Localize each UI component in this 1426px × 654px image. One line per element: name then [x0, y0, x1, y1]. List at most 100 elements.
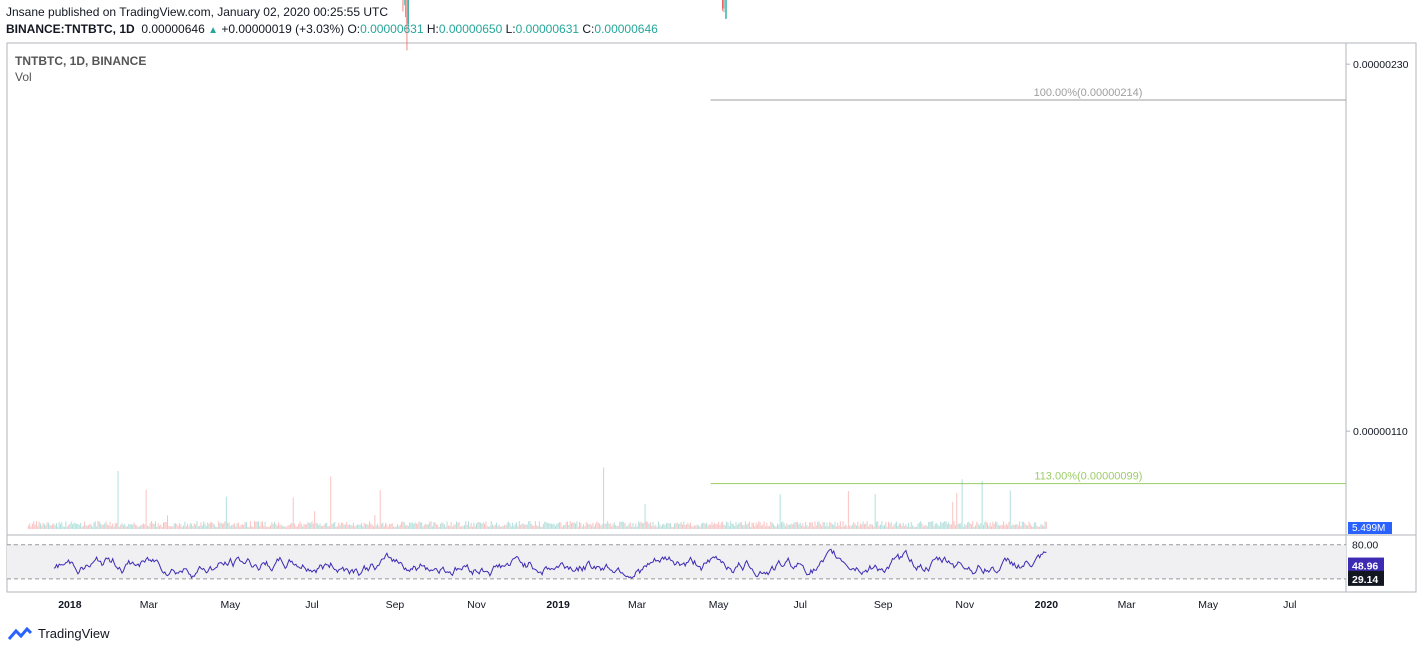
volume-bar: [247, 526, 249, 529]
volume-bar: [33, 521, 35, 529]
volume-bar: [759, 522, 761, 529]
volume-bar: [562, 525, 564, 529]
volume-bar: [839, 521, 841, 529]
volume-bar: [132, 524, 134, 529]
volume-bar: [981, 481, 983, 529]
volume-bar: [175, 523, 177, 529]
volume-bar: [1017, 525, 1019, 529]
volume-bar: [538, 521, 540, 529]
volume-bar: [283, 525, 285, 529]
volume-bar: [707, 525, 709, 529]
volume-bar: [149, 523, 151, 529]
volume-bar: [581, 526, 583, 529]
volume-bar: [889, 523, 891, 529]
volume-bar: [831, 524, 833, 529]
x-tick-label: Jul: [1283, 599, 1296, 611]
volume-bar: [514, 523, 516, 529]
volume-bar: [965, 525, 967, 529]
volume-bar: [1028, 521, 1030, 529]
volume-bar: [900, 523, 902, 529]
publisher-line: Jnsane published on TradingView.com, Jan…: [6, 5, 389, 19]
volume-bar: [837, 522, 839, 529]
volume-bar: [114, 523, 116, 529]
volume-bar: [794, 522, 796, 529]
volume-bar: [62, 526, 64, 529]
volume-bar: [352, 522, 354, 529]
volume-bar: [797, 522, 799, 529]
volume-bar: [961, 479, 963, 529]
volume-bar: [437, 524, 439, 529]
volume-bar: [1001, 524, 1003, 529]
volume-bar: [787, 524, 789, 529]
volume-bar: [164, 522, 166, 529]
volume-bar: [89, 523, 91, 529]
volume-bar: [838, 525, 840, 529]
volume-bar: [962, 526, 964, 529]
volume-bar: [92, 526, 94, 529]
volume-bar: [651, 526, 653, 529]
volume-bar: [619, 521, 621, 529]
volume-bar: [768, 526, 770, 529]
volume-bar: [133, 522, 135, 529]
volume-bar: [537, 526, 539, 529]
volume-bar: [687, 522, 689, 529]
volume-bar: [74, 523, 76, 529]
volume-bar: [512, 522, 514, 529]
chart-area[interactable]: TNTBTC, 1D, BINANCEVolRSI0.000020000.000…: [0, 0, 1426, 620]
volume-bar: [364, 524, 366, 529]
volume-bar: [896, 521, 898, 529]
volume-bar: [782, 521, 784, 529]
volume-bar: [417, 524, 419, 529]
volume-bar: [597, 522, 599, 529]
volume-bar: [204, 523, 206, 529]
volume-bar: [897, 525, 899, 529]
volume-bar: [739, 522, 741, 529]
low-value: 0.00000631: [515, 22, 580, 36]
volume-bar: [224, 521, 226, 529]
volume-bar: [536, 525, 538, 529]
volume-bar: [418, 521, 420, 529]
volume-bar: [696, 524, 698, 529]
volume-bar: [871, 524, 873, 529]
volume-bar: [767, 525, 769, 529]
volume-bar: [518, 521, 520, 529]
volume-bar: [772, 524, 774, 529]
x-tick-label: Nov: [955, 599, 974, 611]
x-tick-label: Jul: [794, 599, 807, 611]
volume-bar: [817, 521, 819, 529]
volume-bar: [302, 526, 304, 529]
volume-bar: [688, 524, 690, 529]
volume-bar: [86, 526, 88, 529]
volume-bar: [833, 525, 835, 529]
volume-bar: [758, 521, 760, 529]
volume-bar: [243, 524, 245, 529]
volume-bar: [498, 524, 500, 529]
volume-bar: [637, 521, 639, 529]
volume-bar: [266, 526, 268, 529]
volume-bar: [616, 525, 618, 529]
volume-bar: [781, 522, 783, 529]
rsi-line: [53, 548, 1047, 579]
volume-bar: [228, 522, 230, 529]
volume-bar: [615, 524, 617, 529]
volume-bar: [1043, 526, 1045, 529]
volume-bar: [393, 526, 395, 529]
volume-bar: [395, 526, 397, 529]
volume-bar: [625, 526, 627, 529]
volume-bar: [934, 523, 936, 529]
volume-bar: [648, 523, 650, 529]
volume-bar: [158, 525, 160, 529]
volume-bar: [263, 525, 265, 529]
volume-bar: [624, 523, 626, 529]
volume-bar: [1027, 525, 1029, 529]
volume-bar: [779, 494, 781, 529]
volume-bar: [152, 523, 154, 529]
volume-bar: [585, 521, 587, 529]
volume-bar: [296, 526, 298, 529]
volume-bar: [185, 526, 187, 529]
volume-bar: [553, 523, 555, 529]
volume-bar: [921, 523, 923, 529]
volume-bar: [465, 521, 467, 529]
footer-brand[interactable]: TradingView: [38, 626, 110, 641]
volume-bar: [191, 523, 193, 529]
